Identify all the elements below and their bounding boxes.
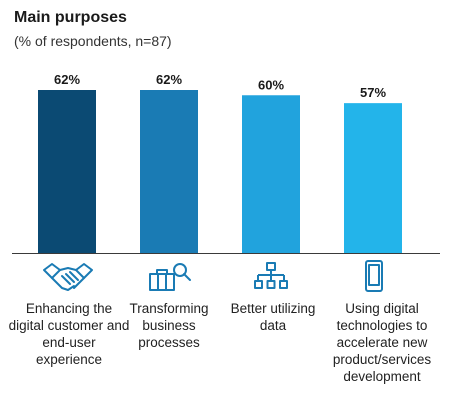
chart-subtitle: (% of respondents, n=87) bbox=[14, 33, 172, 49]
category-label-data: Better utilizing data bbox=[230, 301, 316, 333]
hierarchy-network-icon bbox=[254, 262, 288, 297]
value-label-4: 57% bbox=[360, 85, 386, 100]
briefcase-search-icon bbox=[148, 262, 192, 297]
value-label-3: 60% bbox=[258, 77, 284, 92]
category-label-digital-tech: Using digital technologies to accelerate… bbox=[332, 301, 432, 384]
handshake-icon bbox=[42, 262, 94, 297]
category-label-enhancing: Enhancing the digital customer and end-u… bbox=[8, 301, 130, 367]
value-label-1: 62% bbox=[54, 72, 80, 87]
smartphone-icon bbox=[364, 260, 384, 297]
bar-3 bbox=[242, 95, 300, 254]
bar-1 bbox=[38, 90, 96, 253]
value-label-2: 62% bbox=[156, 72, 182, 87]
bar-2 bbox=[140, 90, 198, 253]
chart-title: Main purposes bbox=[14, 9, 127, 26]
bar-4 bbox=[344, 103, 402, 253]
category-label-transforming: Transforming business processes bbox=[129, 301, 209, 350]
